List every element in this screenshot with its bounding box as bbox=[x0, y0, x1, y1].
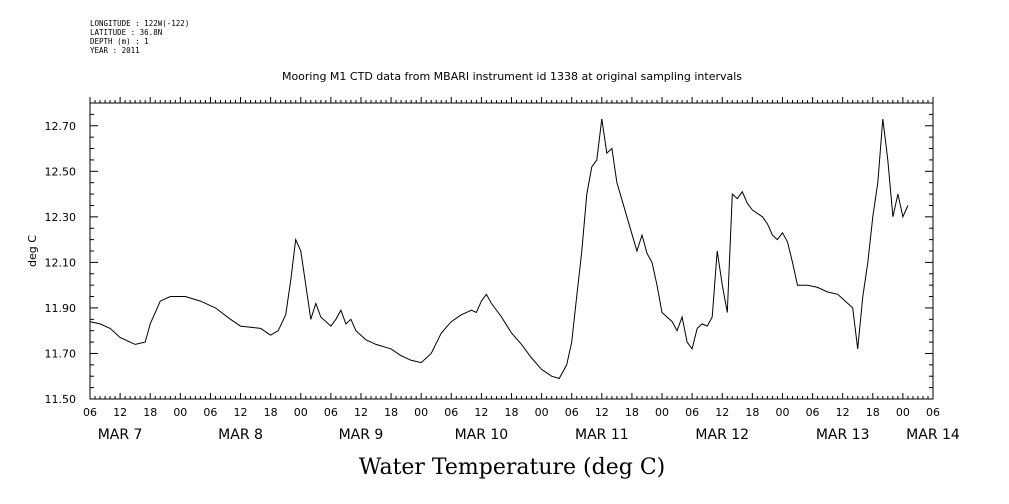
x-hour-label: 12 bbox=[234, 406, 248, 419]
x-hour-label: 06 bbox=[324, 406, 338, 419]
y-axis-label: deg C bbox=[26, 235, 39, 267]
x-hour-label: 12 bbox=[595, 406, 609, 419]
axis-ticks bbox=[89, 97, 934, 400]
x-hour-label: 12 bbox=[715, 406, 729, 419]
x-day-label: MAR 7 bbox=[98, 427, 143, 443]
longitude-label: LONGITUDE : 122W(-122) bbox=[90, 19, 190, 28]
x-hour-label: 06 bbox=[444, 406, 458, 419]
y-tick-label: 12.30 bbox=[45, 211, 77, 224]
x-hour-label: 18 bbox=[745, 406, 759, 419]
x-day-label: MAR 13 bbox=[816, 427, 870, 443]
y-tick-label: 12.50 bbox=[45, 165, 77, 178]
plot-frame bbox=[89, 102, 934, 400]
y-tick-label: 11.50 bbox=[45, 393, 77, 406]
x-hour-label: 06 bbox=[806, 406, 820, 419]
y-tick-labels: 11.50 11.70 11.90 12.10 12.30 12.50 12.70 bbox=[45, 120, 77, 406]
x-hour-label: 12 bbox=[474, 406, 488, 419]
x-hour-label: 06 bbox=[83, 406, 97, 419]
x-hour-label: 12 bbox=[354, 406, 368, 419]
x-day-label: MAR 14 bbox=[906, 427, 960, 443]
x-hour-label: 00 bbox=[173, 406, 187, 419]
x-day-label: MAR 8 bbox=[218, 427, 263, 443]
x-day-label: MAR 9 bbox=[339, 427, 384, 443]
latitude-label: LATITUDE : 36.8N bbox=[90, 28, 163, 37]
x-hour-label: 12 bbox=[836, 406, 850, 419]
x-hour-label: 12 bbox=[113, 406, 127, 419]
x-hour-label: 00 bbox=[535, 406, 549, 419]
x-hour-label: 00 bbox=[294, 406, 308, 419]
x-hour-label: 18 bbox=[384, 406, 398, 419]
x-hour-label: 06 bbox=[926, 406, 940, 419]
x-hour-label: 06 bbox=[203, 406, 217, 419]
x-hour-label: 00 bbox=[896, 406, 910, 419]
x-hour-label: 00 bbox=[414, 406, 428, 419]
x-hour-label: 06 bbox=[685, 406, 699, 419]
x-hour-label: 18 bbox=[143, 406, 157, 419]
y-tick-label: 11.90 bbox=[45, 302, 77, 315]
x-day-labels: MAR 7 MAR 8 MAR 9 MAR 10 MAR 11 MAR 12 MAR 13 M… bbox=[98, 427, 960, 443]
x-hour-label: 18 bbox=[264, 406, 278, 419]
x-hour-label: 06 bbox=[565, 406, 579, 419]
x-hour-label: 18 bbox=[505, 406, 519, 419]
y-tick-label: 11.70 bbox=[45, 347, 77, 360]
year-label: YEAR : 2011 bbox=[90, 46, 140, 55]
y-tick-label: 12.10 bbox=[45, 256, 77, 269]
x-hour-tick-labels: 06 12 18 00 06 12 18 00 06 12 18 00 06 12 18 00 06 12 18 00… bbox=[83, 406, 940, 419]
depth-label: DEPTH (m) : 1 bbox=[90, 37, 149, 46]
x-day-label: MAR 10 bbox=[455, 427, 509, 443]
temperature-line bbox=[89, 118, 909, 380]
metadata-block: LONGITUDE : 122W(-122) LATITUDE : 36.8N … bbox=[90, 19, 189, 55]
x-hour-label: 00 bbox=[655, 406, 669, 419]
x-hour-label: 18 bbox=[866, 406, 880, 419]
y-tick-label: 12.70 bbox=[45, 120, 77, 133]
x-day-label: MAR 12 bbox=[695, 427, 749, 443]
x-hour-label: 00 bbox=[775, 406, 789, 419]
x-day-label: MAR 11 bbox=[575, 427, 629, 443]
x-hour-label: 18 bbox=[625, 406, 639, 419]
x-axis-label: Water Temperature (deg C) bbox=[359, 455, 666, 480]
chart-title: Mooring M1 CTD data from MBARI instrumen… bbox=[282, 70, 742, 83]
